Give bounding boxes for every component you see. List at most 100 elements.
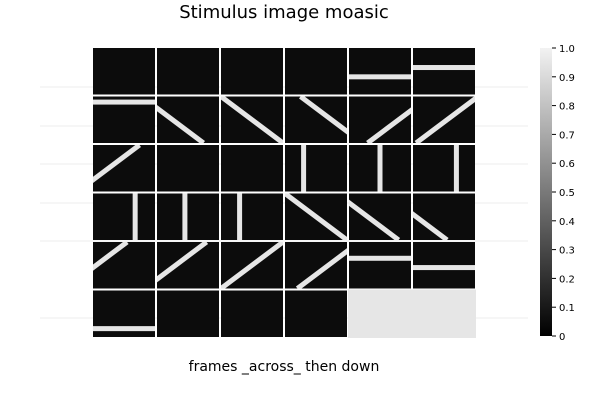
diagonal-down-mark bbox=[285, 193, 347, 240]
diagonal-down-mark bbox=[413, 211, 449, 240]
colorbar-tick-label: 0.3 bbox=[559, 246, 575, 257]
frame-background bbox=[285, 48, 347, 95]
colorbar-tick-label: 0.2 bbox=[559, 274, 575, 285]
frame-background bbox=[93, 145, 155, 192]
diagonal-down-mark bbox=[299, 96, 347, 135]
frame-background bbox=[285, 96, 347, 143]
colorbar-tick-label: 0.7 bbox=[559, 130, 575, 141]
diagonal-down-mark bbox=[349, 199, 401, 240]
colorbar-tick-label: 0.8 bbox=[559, 102, 575, 113]
frame-empty-cell bbox=[348, 289, 412, 338]
frame-25 bbox=[93, 242, 155, 289]
colorbar-tick-label: 0.1 bbox=[559, 303, 575, 314]
colorbar-ticks: 0 0.1 0.2 0.3 0.4 0.5 0.6 0.7 0.8 0.9 1.0 bbox=[552, 44, 575, 343]
frame-30 bbox=[413, 242, 475, 289]
frame-32 bbox=[157, 290, 219, 337]
frame-11 bbox=[349, 96, 411, 143]
frame-background bbox=[157, 193, 219, 240]
frame-35 bbox=[348, 289, 412, 338]
horizontal-bar-mark bbox=[93, 326, 155, 332]
diagonal-up-mark bbox=[366, 107, 411, 143]
frame-13 bbox=[93, 145, 155, 192]
frame-background bbox=[285, 242, 347, 289]
frame-background bbox=[157, 48, 219, 95]
frame-4 bbox=[285, 48, 347, 95]
vertical-bar-mark bbox=[453, 145, 459, 192]
frame-background bbox=[413, 145, 475, 192]
colorbar-tick-label: 0.4 bbox=[559, 217, 575, 228]
horizontal-bar-mark bbox=[413, 265, 475, 271]
colorbar-tick-label: 0.9 bbox=[559, 73, 575, 84]
frame-background bbox=[349, 48, 411, 95]
frame-background bbox=[93, 242, 155, 289]
diagonal-up-mark bbox=[295, 248, 347, 289]
frame-28 bbox=[285, 242, 347, 289]
frame-17 bbox=[349, 145, 411, 192]
frame-background bbox=[221, 145, 283, 192]
frame-background bbox=[157, 145, 219, 192]
frame-34 bbox=[285, 290, 347, 337]
frame-16 bbox=[285, 145, 347, 192]
diagonal-down-mark bbox=[221, 96, 283, 143]
diagonal-down-mark bbox=[157, 105, 205, 143]
diagonal-up-mark bbox=[93, 242, 129, 271]
vertical-bar-mark bbox=[377, 145, 383, 192]
frame-background bbox=[157, 96, 219, 143]
frame-3 bbox=[221, 48, 283, 95]
vertical-bar-mark bbox=[182, 193, 188, 240]
colorbar bbox=[540, 48, 552, 336]
frame-21 bbox=[221, 193, 283, 240]
vertical-bar-mark bbox=[301, 145, 307, 192]
horizontal-bar-mark bbox=[413, 65, 475, 71]
colorbar-tick-label: 1.0 bbox=[559, 44, 575, 55]
frame-background bbox=[93, 193, 155, 240]
frame-background bbox=[221, 193, 283, 240]
frame-14 bbox=[157, 145, 219, 192]
frame-background bbox=[221, 290, 283, 337]
frame-22 bbox=[285, 193, 347, 240]
horizontal-bar-mark bbox=[93, 99, 155, 105]
frame-19 bbox=[93, 193, 155, 240]
chart-title: Stimulus image moasic bbox=[179, 2, 389, 23]
frame-15 bbox=[221, 145, 283, 192]
frame-empty-cell bbox=[412, 289, 476, 338]
frame-36 bbox=[412, 289, 476, 338]
frame-background bbox=[285, 290, 347, 337]
frame-5 bbox=[349, 48, 411, 95]
frame-background bbox=[157, 242, 219, 289]
horizontal-bar-mark bbox=[349, 255, 411, 261]
diagonal-up-mark bbox=[93, 145, 141, 183]
vertical-bar-mark bbox=[237, 193, 243, 240]
frame-background bbox=[157, 290, 219, 337]
frame-1 bbox=[93, 48, 155, 95]
colorbar-tick-label: 0 bbox=[559, 332, 565, 343]
horizontal-bar-mark bbox=[349, 74, 411, 80]
frame-12 bbox=[413, 96, 475, 143]
frame-8 bbox=[157, 96, 219, 143]
frame-29 bbox=[349, 242, 411, 289]
frame-20 bbox=[157, 193, 219, 240]
frame-24 bbox=[413, 193, 475, 240]
frame-6 bbox=[413, 48, 475, 95]
frame-2 bbox=[157, 48, 219, 95]
frame-26 bbox=[157, 242, 219, 289]
colorbar-tick-label: 0.5 bbox=[559, 188, 575, 199]
frame-background bbox=[349, 193, 411, 240]
diagonal-up-mark bbox=[414, 96, 475, 143]
frame-31 bbox=[93, 290, 155, 337]
frame-background bbox=[349, 242, 411, 289]
frame-background bbox=[93, 48, 155, 95]
frame-background bbox=[413, 48, 475, 95]
frame-27 bbox=[221, 242, 283, 289]
diagonal-up-mark bbox=[221, 242, 283, 289]
x-axis-label: frames _across_ then down bbox=[189, 359, 380, 375]
frame-mosaic bbox=[93, 48, 476, 338]
diagonal-up-mark bbox=[157, 242, 209, 283]
frame-background bbox=[285, 145, 347, 192]
frame-background bbox=[221, 48, 283, 95]
frame-33 bbox=[221, 290, 283, 337]
frame-7 bbox=[93, 96, 155, 143]
frame-10 bbox=[285, 96, 347, 143]
frame-background bbox=[413, 193, 475, 240]
